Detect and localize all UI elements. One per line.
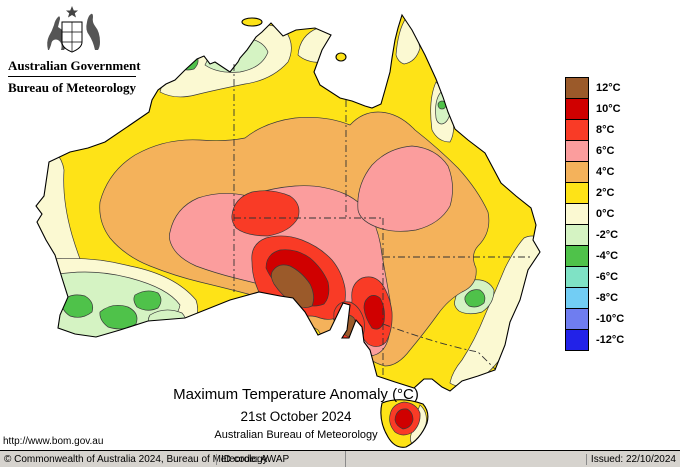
legend-swatch: [565, 203, 589, 225]
legend-item: -6°C: [565, 266, 624, 288]
legend-item: 4°C: [565, 161, 624, 183]
legend-item: 8°C: [565, 119, 624, 141]
legend-swatch: [565, 308, 589, 330]
emu-icon: [86, 13, 100, 51]
legend-label: -8°C: [596, 292, 619, 304]
legend: 12°C 10°C 8°C 6°C 4°C 2°C 0°C -2°C -4°C -6°C -8°C -…: [565, 77, 624, 351]
legend-label: 10°C: [596, 103, 621, 115]
copyright-text: © Commonwealth of Australia 2024, Bureau…: [4, 453, 268, 465]
region-green-sw2: [99, 305, 138, 330]
region-cream-capeyork: [395, 17, 421, 65]
agency-header: Australian Government Bureau of Meteorol…: [8, 58, 148, 95]
state-borders: [233, 64, 533, 376]
crest-star-icon: [66, 6, 78, 18]
header-divider: [8, 76, 136, 77]
legend-label: -10°C: [596, 313, 625, 325]
legend-item: 2°C: [565, 182, 624, 204]
legend-swatch: [565, 119, 589, 141]
legend-label: 2°C: [596, 187, 615, 199]
footer-spacer: [345, 451, 586, 467]
map-source: Australian Bureau of Meteorology: [214, 429, 378, 441]
legend-label: -4°C: [596, 250, 619, 262]
legend-item: -4°C: [565, 245, 624, 267]
legend-swatch: [565, 98, 589, 120]
legend-swatch: [565, 140, 589, 162]
region-brown-south: [270, 264, 314, 308]
legend-item: -10°C: [565, 308, 624, 330]
legend-item: 12°C: [565, 77, 624, 99]
id-code-text: ID code: AWAP: [216, 453, 345, 465]
legend-item: -2°C: [565, 224, 624, 246]
legend-label: -6°C: [596, 271, 619, 283]
legend-label: -12°C: [596, 334, 625, 346]
island-tiwi: [241, 17, 263, 27]
legend-item: -12°C: [565, 329, 624, 351]
region-green-sw1: [61, 294, 94, 318]
legend-swatch: [565, 224, 589, 246]
region-darkred-tasmania: [394, 408, 414, 430]
legend-swatch: [565, 245, 589, 267]
map-title: Maximum Temperature Anomaly (°C): [173, 386, 419, 403]
island-groote: [335, 52, 347, 62]
legend-item: 0°C: [565, 203, 624, 225]
legend-swatch: [565, 266, 589, 288]
region-green-nsw: [464, 289, 486, 308]
legend-swatch: [565, 77, 589, 99]
legend-label: 6°C: [596, 145, 615, 157]
legend-item: -8°C: [565, 287, 624, 309]
footer-status-bar: © Commonwealth of Australia 2024, Bureau…: [0, 450, 680, 467]
legend-swatch: [565, 329, 589, 351]
legend-swatch: [565, 182, 589, 204]
legend-swatch: [565, 161, 589, 183]
legend-swatch: [565, 287, 589, 309]
agency-title: Bureau of Meteorology: [8, 80, 137, 95]
issued-text: Issued: 22/10/2024: [585, 453, 680, 465]
legend-label: 8°C: [596, 124, 615, 136]
legend-item: 6°C: [565, 140, 624, 162]
coat-of-arms: [47, 6, 100, 53]
title-block: Maximum Temperature Anomaly (°C) 21st Oc…: [76, 386, 516, 441]
legend-item: 10°C: [565, 98, 624, 120]
coastline: [35, 13, 541, 448]
map-date: 21st October 2024: [240, 409, 352, 424]
region-green-sw3: [133, 290, 162, 311]
region-pink-northeast: [357, 145, 453, 232]
government-title: Australian Government: [8, 58, 141, 73]
bom-url: http://www.bom.gov.au: [3, 436, 104, 447]
regions-green: [61, 52, 486, 330]
region-darkred-murray: [363, 295, 385, 330]
legend-label: 12°C: [596, 82, 621, 94]
legend-label: -2°C: [596, 229, 619, 241]
legend-label: 4°C: [596, 166, 615, 178]
legend-label: 0°C: [596, 208, 615, 220]
region-palegreen-southcoast: [148, 309, 187, 334]
